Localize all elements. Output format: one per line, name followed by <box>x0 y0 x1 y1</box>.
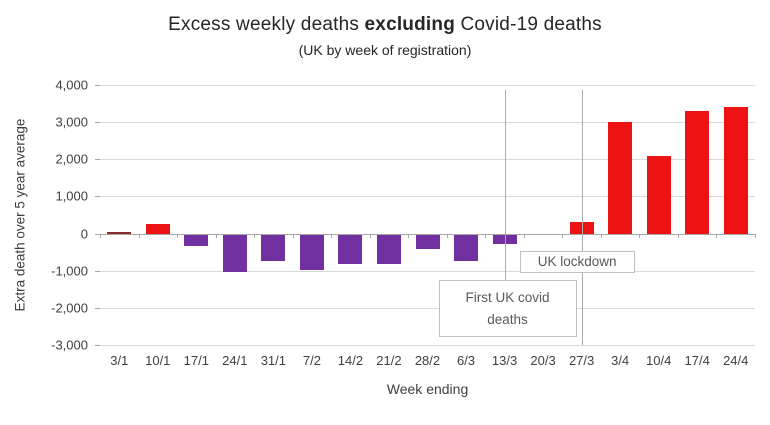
x-axis-tick <box>755 233 756 238</box>
y-axis-tick <box>95 345 100 346</box>
bar <box>145 224 170 234</box>
y-axis-tick <box>95 85 100 86</box>
y-gridline <box>100 122 755 124</box>
x-axis-tick <box>485 233 487 238</box>
bar <box>608 122 633 234</box>
x-axis-tick <box>562 233 564 238</box>
annotation-box-first-uk-covid-deaths: First UK covid deaths <box>438 280 577 337</box>
bar <box>723 107 748 234</box>
y-gridline <box>100 307 755 309</box>
x-axis-tick <box>100 233 101 238</box>
annotation-text: First UK covid <box>465 289 550 305</box>
x-axis-tick <box>331 233 333 238</box>
chart-title-part2: Covid-19 deaths <box>455 14 602 35</box>
x-axis-tick <box>677 233 679 238</box>
y-axis-tick <box>95 270 100 272</box>
x-axis-line <box>100 233 755 235</box>
bar <box>107 231 132 234</box>
x-axis-tick <box>177 233 179 238</box>
x-axis-tick <box>446 233 448 238</box>
y-axis-tick <box>95 233 100 235</box>
y-gridline <box>100 196 755 198</box>
bar <box>299 234 324 270</box>
x-tick-label: 21/2 <box>376 353 402 368</box>
bar <box>454 234 479 261</box>
x-tick-label: 17/4 <box>684 353 710 368</box>
x-axis-tick <box>138 233 140 238</box>
bar <box>338 234 363 265</box>
annotation-line-first-uk-covid-deaths <box>504 90 506 280</box>
x-tick-label: 17/1 <box>183 353 209 368</box>
x-axis-tick <box>716 233 718 238</box>
bar <box>261 234 286 261</box>
x-tick-label: 10/1 <box>145 353 171 368</box>
y-tick-label: 4,000 <box>55 77 88 93</box>
y-tick-label: -2,000 <box>51 300 88 316</box>
bar <box>376 234 401 265</box>
x-axis-tick <box>292 233 294 238</box>
annotation-line-uk-lockdown <box>581 90 583 345</box>
chart-subtitle: (UK by week of registration) <box>298 42 472 58</box>
y-gridline <box>100 85 755 86</box>
x-tick-label: 14/2 <box>337 353 364 368</box>
x-tick-label: 24/1 <box>222 353 248 368</box>
y-tick-label: -1,000 <box>51 263 88 279</box>
y-tick-label: -3,000 <box>51 337 88 353</box>
x-axis-tick <box>408 233 410 238</box>
y-axis-tick <box>95 159 100 161</box>
y-tick-label: 0 <box>80 226 88 242</box>
x-tick-label: 31/1 <box>260 353 287 368</box>
y-axis-tick <box>95 307 100 309</box>
bar <box>222 234 247 272</box>
y-gridline <box>100 345 755 346</box>
bar <box>415 234 440 250</box>
y-tick-label: 3,000 <box>55 114 88 130</box>
x-axis-tick <box>369 233 371 238</box>
y-tick-label: 2,000 <box>55 151 88 167</box>
chart-title-part1: Excess weekly deaths <box>168 14 365 35</box>
annotation-box-uk-lockdown: UK lockdown <box>519 251 635 273</box>
x-tick-label: 10/4 <box>646 353 672 368</box>
x-tick-label: 6/3 <box>456 353 476 368</box>
x-axis-tick <box>215 233 217 238</box>
x-tick-label: 20/3 <box>530 353 556 368</box>
annotation-text: deaths <box>487 311 528 327</box>
bar <box>184 234 209 246</box>
y-gridline <box>100 270 755 272</box>
x-tick-label: 28/2 <box>414 353 441 368</box>
chart-title-bold: excluding <box>364 14 456 35</box>
y-gridline <box>100 159 755 161</box>
x-tick-label: 3/4 <box>611 353 630 368</box>
x-tick-label: 13/3 <box>491 353 518 368</box>
bar <box>646 155 671 234</box>
x-tick-label: 3/1 <box>110 353 129 368</box>
x-tick-label: 24/4 <box>723 353 749 368</box>
x-axis-title: Week ending <box>386 381 469 397</box>
x-axis-tick <box>639 233 641 238</box>
annotation-text: UK lockdown <box>537 254 617 270</box>
bar <box>685 111 710 234</box>
y-axis-tick <box>95 122 100 124</box>
y-tick-label: 1,000 <box>55 188 88 204</box>
chart-title: Excess weekly deaths excluding Covid-19 … <box>0 14 770 36</box>
x-axis-tick <box>254 233 256 238</box>
y-axis-tick <box>95 196 100 198</box>
x-axis-tick <box>523 233 525 238</box>
x-tick-label: 27/3 <box>568 353 595 368</box>
x-tick-label: 7/2 <box>302 353 321 368</box>
x-axis-tick <box>600 233 602 238</box>
